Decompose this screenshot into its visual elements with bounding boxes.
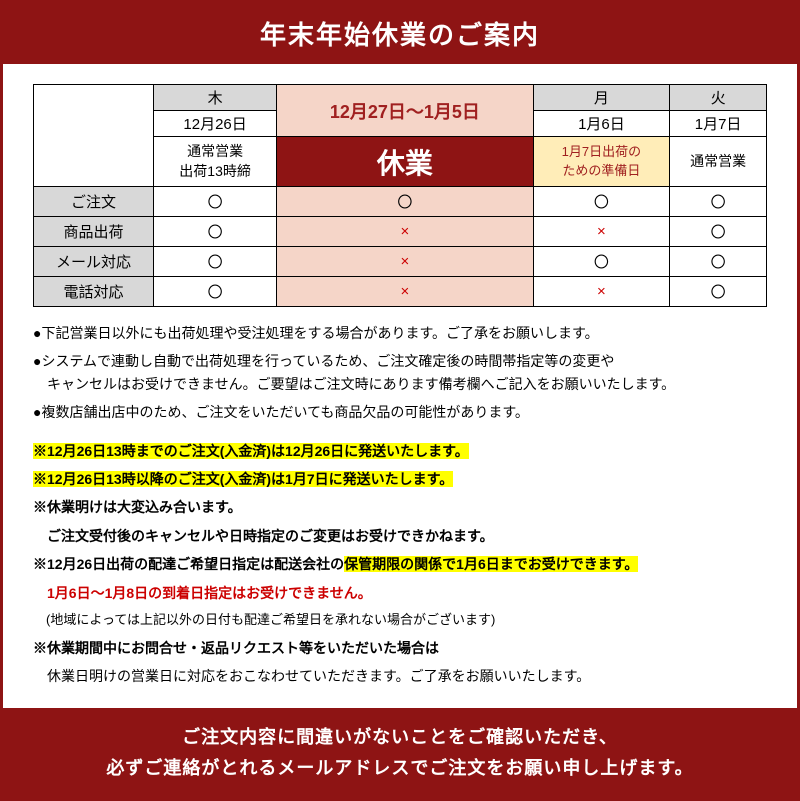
note-text: ご注文受付後のキャンセルや日時指定のご変更はお受けできかねます。 <box>33 525 767 547</box>
note-text: 休業日明けの営業日に対応をおこなわせていただきます。ご了承をお願いいたします。 <box>33 665 767 687</box>
cell: 〇 <box>670 277 767 307</box>
status-prep: 1月7日出荷のための準備日 <box>533 137 670 187</box>
note-small: (地域によっては上記以外の日付も配達ご希望日を承れない場合がございます) <box>33 610 767 631</box>
row-label-mail: メール対応 <box>34 247 154 277</box>
day-header: 火 <box>670 85 767 111</box>
cell: × <box>277 277 533 307</box>
header-title: 年末年始休業のご案内 <box>3 3 797 64</box>
cell: 〇 <box>154 187 277 217</box>
note-text: ※休業期間中にお問合せ・返品リクエスト等をいただいた場合は <box>33 637 767 659</box>
cell: 〇 <box>533 187 670 217</box>
cell: 〇 <box>670 187 767 217</box>
row-label-ship: 商品出荷 <box>34 217 154 247</box>
note-bullet: ●システムで連動し自動で出荷処理を行っているため、ご注文確定後の時間帯指定等の変… <box>33 350 767 395</box>
cell: × <box>277 247 533 277</box>
cell: 〇 <box>670 247 767 277</box>
cell: × <box>533 277 670 307</box>
footer-message: ご注文内容に間違いがないことをご確認いただき、 必ずご連絡がとれるメールアドレス… <box>3 708 797 797</box>
note-text: ※12月26日出荷の配達ご希望日指定は配送会社の保管期限の関係で1月6日までお受… <box>33 553 767 575</box>
note-bullet: ●下記営業日以外にも出荷処理や受注処理をする場合があります。ご了承をお願いします… <box>33 322 767 344</box>
cell: × <box>533 217 670 247</box>
status-normal-ship: 通常営業出荷13時締 <box>154 137 277 187</box>
notice-container: 年末年始休業のご案内 木 12月27日～1月5日 月 火 12月26日 1月6日… <box>0 0 800 801</box>
day-header: 月 <box>533 85 670 111</box>
note-red: 1月6日～1月8日の到着日指定はお受けできません。 <box>33 582 767 604</box>
cell: 〇 <box>533 247 670 277</box>
notes-section: ●下記営業日以外にも出荷処理や受注処理をする場合があります。ご了承をお願いします… <box>3 322 797 708</box>
note-highlight: ※12月26日13時以降のご注文(入金済)は1月7日に発送いたします。 <box>33 468 767 490</box>
cell: × <box>277 217 533 247</box>
date-cell: 1月7日 <box>670 111 767 137</box>
date-cell: 1月6日 <box>533 111 670 137</box>
day-header: 木 <box>154 85 277 111</box>
cell: 〇 <box>670 217 767 247</box>
note-bullet: ●複数店舗出店中のため、ご注文をいただいても商品欠品の可能性があります。 <box>33 401 767 423</box>
holiday-date-range: 12月27日～1月5日 <box>277 85 533 137</box>
status-normal: 通常営業 <box>670 137 767 187</box>
row-label-order: ご注文 <box>34 187 154 217</box>
status-closed: 休業 <box>277 137 533 187</box>
cell: 〇 <box>277 187 533 217</box>
blank-corner <box>34 85 154 187</box>
cell: 〇 <box>154 247 277 277</box>
date-cell: 12月26日 <box>154 111 277 137</box>
cell: 〇 <box>154 277 277 307</box>
schedule-table-wrap: 木 12月27日～1月5日 月 火 12月26日 1月6日 1月7日 通常営業出… <box>3 64 797 322</box>
note-text: ※休業明けは大変込み合います。 <box>33 496 767 518</box>
row-label-phone: 電話対応 <box>34 277 154 307</box>
note-highlight: ※12月26日13時までのご注文(入金済)は12月26日に発送いたします。 <box>33 440 767 462</box>
cell: 〇 <box>154 217 277 247</box>
schedule-table: 木 12月27日～1月5日 月 火 12月26日 1月6日 1月7日 通常営業出… <box>33 84 767 307</box>
